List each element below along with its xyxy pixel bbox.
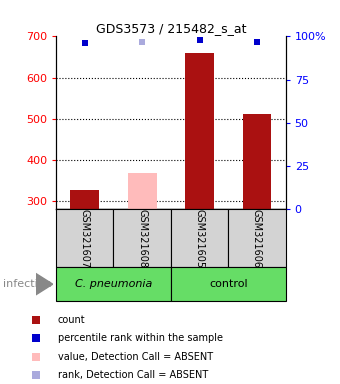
Text: percentile rank within the sample: percentile rank within the sample [58,333,223,343]
Bar [228,209,286,267]
Text: control: control [209,279,248,289]
Text: rank, Detection Call = ABSENT: rank, Detection Call = ABSENT [58,370,208,380]
Text: GSM321607: GSM321607 [80,209,90,268]
Text: value, Detection Call = ABSENT: value, Detection Call = ABSENT [58,352,213,362]
Bar [70,190,99,209]
Polygon shape [36,273,53,295]
Text: GSM321605: GSM321605 [194,209,205,268]
Bar [56,267,171,301]
Bar [171,267,286,301]
Title: GDS3573 / 215482_s_at: GDS3573 / 215482_s_at [96,22,246,35]
Text: GSM321606: GSM321606 [252,209,262,268]
Bar [171,209,228,267]
Bar [185,53,214,209]
Text: infection: infection [3,279,52,289]
Bar [56,209,114,267]
Text: GSM321608: GSM321608 [137,209,147,268]
Text: count: count [58,315,85,325]
Bar [128,173,156,209]
Text: C. pneumonia: C. pneumonia [75,279,152,289]
Bar [114,209,171,267]
Bar [242,114,271,209]
